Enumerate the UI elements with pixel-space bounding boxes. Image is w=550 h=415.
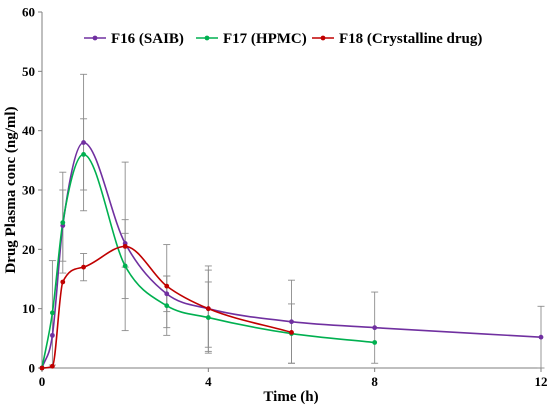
- x-axis-title: Time (h): [263, 389, 318, 405]
- data-point-f18: [81, 264, 86, 270]
- data-point-f17: [372, 340, 378, 345]
- legend: F16 (SAIB) F17 (HPMC) F18 (Crystalline dru…: [84, 31, 482, 47]
- data-point-f16: [289, 319, 294, 325]
- data-point-f17: [81, 152, 86, 157]
- data-points: [39, 140, 544, 371]
- y-tick-label: 60: [22, 5, 35, 20]
- data-point-f16: [164, 291, 170, 297]
- legend-swatch-marker: [320, 35, 326, 41]
- data-point-f18: [122, 243, 128, 249]
- legend-entry-f18: F18 (Crystalline drug): [312, 31, 482, 47]
- y-tick-label: 10: [22, 301, 35, 316]
- legend-label: F17 (HPMC): [223, 31, 307, 47]
- legend-swatch-marker: [92, 35, 98, 41]
- legend-swatch-marker: [204, 35, 210, 41]
- y-tick-label: 40: [22, 123, 35, 138]
- y-axis-title: Drug Plasma conc (ng/ml): [3, 106, 19, 273]
- series-line-f17: [41, 153, 375, 369]
- error-bars: [48, 73, 545, 369]
- x-tick-label: 4: [205, 374, 212, 389]
- data-point-f17: [205, 315, 211, 320]
- data-point-f18: [60, 279, 66, 285]
- legend-entry-f17: F17 (HPMC): [196, 31, 307, 47]
- legend-label: F18 (Crystalline drug): [339, 31, 482, 47]
- data-point-f18: [39, 365, 45, 371]
- tick-labels: 0 10 20 30 40 50 60 0 4 8 12: [22, 5, 548, 390]
- data-point-f17: [164, 303, 170, 309]
- x-tick-label: 12: [535, 374, 548, 389]
- data-point-f16: [81, 140, 86, 145]
- y-tick-label: 0: [29, 361, 36, 376]
- data-point-f17: [122, 263, 128, 269]
- data-point-f16: [538, 334, 544, 340]
- data-point-f17: [60, 220, 66, 226]
- series-line-f16: [41, 141, 542, 369]
- data-point-f18: [49, 363, 55, 369]
- data-point-f16: [372, 325, 378, 331]
- data-point-f16: [49, 332, 55, 338]
- data-point-f18: [205, 306, 211, 312]
- y-tick-label: 50: [22, 64, 35, 79]
- y-tick-label: 20: [22, 242, 35, 257]
- data-point-f17: [49, 310, 55, 316]
- legend-label: F16 (SAIB): [111, 31, 184, 47]
- data-point-f18: [164, 283, 170, 289]
- y-tick-label: 30: [22, 183, 35, 198]
- x-tick-label: 0: [39, 374, 46, 389]
- x-tick-label: 8: [371, 374, 378, 389]
- legend-entry-f16: F16 (SAIB): [84, 31, 184, 47]
- data-point-f18: [289, 330, 294, 335]
